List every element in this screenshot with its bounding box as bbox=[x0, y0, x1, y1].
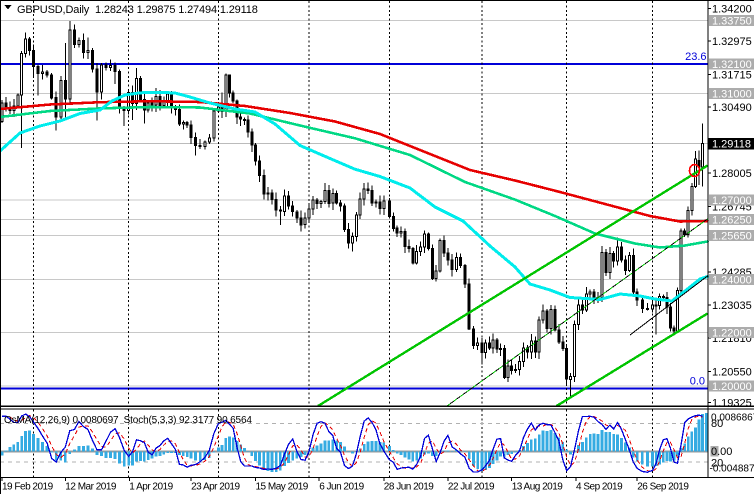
svg-text:1.23035: 1.23035 bbox=[712, 300, 752, 312]
svg-text:1.26250: 1.26250 bbox=[712, 215, 752, 227]
svg-text:1.28005: 1.28005 bbox=[712, 168, 752, 180]
svg-text:12 Mar 2019: 12 Mar 2019 bbox=[65, 482, 117, 493]
svg-text:1.32100: 1.32100 bbox=[712, 59, 752, 71]
svg-text:0.0086867: 0.0086867 bbox=[711, 413, 754, 424]
svg-text:1.31000: 1.31000 bbox=[712, 88, 752, 100]
svg-text:19 Feb 2019: 19 Feb 2019 bbox=[2, 482, 54, 493]
svg-text:1.33750: 1.33750 bbox=[712, 15, 752, 27]
svg-text:80: 80 bbox=[711, 418, 723, 430]
svg-text:1.32975: 1.32975 bbox=[712, 36, 752, 48]
svg-text:1.34200: 1.34200 bbox=[712, 3, 752, 15]
svg-text:0.00: 0.00 bbox=[711, 446, 732, 458]
svg-text:22 Jul 2019: 22 Jul 2019 bbox=[448, 482, 495, 493]
svg-text:1.22000: 1.22000 bbox=[712, 328, 752, 340]
svg-text:1.24000: 1.24000 bbox=[712, 275, 752, 287]
svg-text:6 Jun 2019: 6 Jun 2019 bbox=[319, 482, 364, 493]
svg-text:1.29118: 1.29118 bbox=[712, 139, 751, 151]
svg-text:15 May 2019: 15 May 2019 bbox=[256, 482, 309, 493]
svg-text:4 Sep 2019: 4 Sep 2019 bbox=[576, 482, 623, 493]
svg-text:1.19325: 1.19325 bbox=[712, 398, 752, 410]
svg-text:13 Aug 2019: 13 Aug 2019 bbox=[512, 482, 564, 493]
svg-text:1.25650: 1.25650 bbox=[712, 231, 752, 243]
svg-text:1.31715: 1.31715 bbox=[712, 70, 752, 82]
svg-text:28 Jun 2019: 28 Jun 2019 bbox=[384, 482, 434, 493]
svg-text:20: 20 bbox=[711, 458, 723, 470]
svg-text:1.20550: 1.20550 bbox=[712, 366, 752, 378]
svg-text:23 Apr 2019: 23 Apr 2019 bbox=[191, 482, 240, 493]
svg-text:1.27000: 1.27000 bbox=[712, 195, 752, 207]
svg-text:0.0: 0.0 bbox=[690, 376, 705, 388]
svg-text:1.20000: 1.20000 bbox=[712, 381, 752, 393]
svg-text:GBPUSD,Daily 1.28243 1.29875: GBPUSD,Daily 1.28243 1.29875 1.27494 1.2… bbox=[17, 4, 258, 16]
svg-text:23.6: 23.6 bbox=[685, 51, 706, 63]
svg-text:1.30490: 1.30490 bbox=[712, 102, 752, 114]
svg-text:26 Sep 2019: 26 Sep 2019 bbox=[637, 482, 689, 493]
svg-text:-0.0048876: -0.0048876 bbox=[710, 464, 754, 475]
svg-text:1 Apr 2019: 1 Apr 2019 bbox=[129, 482, 173, 493]
svg-text:OsMA(12,26,9) 0.0080697 Stoch: OsMA(12,26,9) 0.0080697 Stoch(5,3,3) 92.… bbox=[4, 415, 252, 426]
